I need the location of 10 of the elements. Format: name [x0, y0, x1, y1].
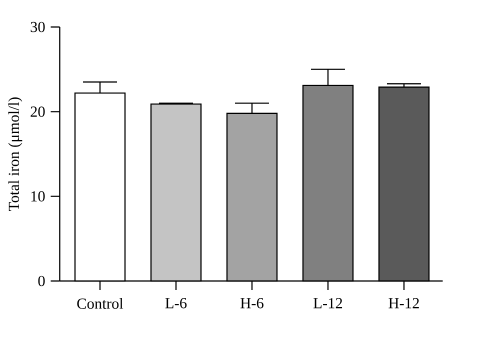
x-tick-label: H-6 — [240, 298, 264, 308]
x-tick-label: L-12 — [314, 298, 342, 308]
y-tick-label: 0 — [38, 276, 45, 286]
y-tick-label: 30 — [30, 22, 45, 32]
y-axis-title: Total iron (μmol/l) — [8, 97, 22, 211]
y-tick-label: 10 — [31, 191, 45, 202]
x-tick-label: Control — [77, 298, 124, 309]
x-tick-label: L-6 — [165, 298, 187, 308]
x-tick-label: H-12 — [388, 298, 419, 308]
y-tick-label: 20 — [30, 106, 45, 117]
